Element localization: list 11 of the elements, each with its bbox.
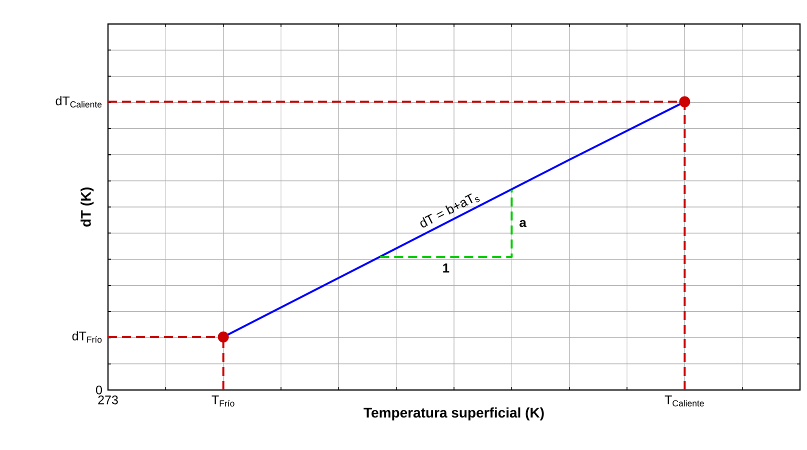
annotation: dT = b+aT$_{s}$ bbox=[420, 193, 480, 228]
x-tick-label: T$_{Caliente}$ bbox=[664, 396, 704, 406]
text: 0 bbox=[96, 386, 102, 394]
text: dT$_{Frío}$ bbox=[72, 331, 102, 343]
x-tick-label: 273 bbox=[98, 396, 118, 404]
annotation: a bbox=[520, 220, 527, 228]
x-axis-title: Temperatura superficial (K) bbox=[364, 407, 544, 420]
text: dT$_{Caliente}$ bbox=[56, 96, 102, 108]
y-axis-title: dT (K) bbox=[80, 187, 94, 227]
annotation: 1 bbox=[443, 264, 450, 272]
x-tick-label: T$_{Frío}$ bbox=[212, 396, 234, 407]
